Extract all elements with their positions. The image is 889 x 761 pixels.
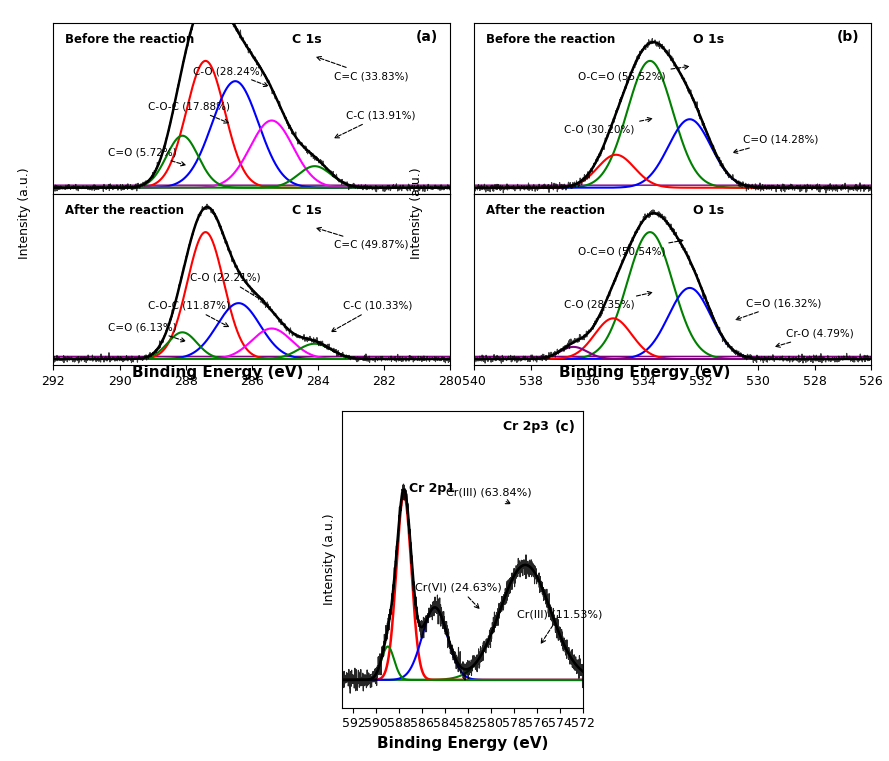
Text: Intensity (a.u.): Intensity (a.u.) — [18, 167, 30, 259]
Y-axis label: Intensity (a.u.): Intensity (a.u.) — [324, 514, 336, 605]
Text: C-O (22.21%): C-O (22.21%) — [190, 272, 265, 302]
Text: C=O (14.28%): C=O (14.28%) — [733, 135, 818, 153]
Text: C-O-C (17.88%): C-O-C (17.88%) — [148, 101, 230, 123]
Text: C=C (49.87%): C=C (49.87%) — [316, 228, 408, 250]
Text: Cr-O (4.79%): Cr-O (4.79%) — [776, 329, 854, 347]
Text: C-C (13.91%): C-C (13.91%) — [335, 110, 416, 138]
Text: After the reaction: After the reaction — [65, 204, 184, 218]
Text: Cr 2p3: Cr 2p3 — [503, 420, 549, 433]
Text: (a): (a) — [416, 30, 438, 43]
Text: Binding Energy (eV): Binding Energy (eV) — [132, 365, 303, 380]
Text: C-C (10.33%): C-C (10.33%) — [332, 301, 412, 332]
Text: C-O (28.24%): C-O (28.24%) — [194, 66, 268, 87]
Text: O 1s: O 1s — [693, 204, 724, 218]
Text: (c): (c) — [555, 420, 575, 434]
Text: C-O-C (11.87%): C-O-C (11.87%) — [148, 301, 230, 326]
Text: Binding Energy (eV): Binding Energy (eV) — [559, 365, 730, 380]
Text: C-O (28.35%): C-O (28.35%) — [564, 291, 652, 310]
Text: After the reaction: After the reaction — [486, 204, 605, 218]
Text: O-C=O (55.52%): O-C=O (55.52%) — [578, 65, 689, 81]
Text: (b): (b) — [837, 30, 860, 43]
Text: Cr(III) (63.84%): Cr(III) (63.84%) — [445, 488, 532, 504]
Text: C=O (5.72%): C=O (5.72%) — [108, 147, 185, 166]
Text: Intensity (a.u.): Intensity (a.u.) — [410, 167, 422, 259]
Text: Cr 2p1: Cr 2p1 — [409, 482, 455, 495]
X-axis label: Binding Energy (eV): Binding Energy (eV) — [377, 736, 548, 751]
Text: C=O (16.32%): C=O (16.32%) — [736, 298, 821, 320]
Text: C=O (6.13%): C=O (6.13%) — [108, 322, 185, 342]
Text: C=C (33.83%): C=C (33.83%) — [316, 56, 408, 81]
Text: Before the reaction: Before the reaction — [65, 33, 195, 46]
Text: C-O (30.20%): C-O (30.20%) — [564, 117, 652, 135]
Text: O-C=O (50.54%): O-C=O (50.54%) — [578, 239, 683, 256]
Text: C 1s: C 1s — [292, 33, 321, 46]
Text: Cr(VI) (24.63%): Cr(VI) (24.63%) — [415, 582, 502, 608]
Text: Cr(III) (11.53%): Cr(III) (11.53%) — [517, 610, 603, 643]
Text: C 1s: C 1s — [292, 204, 321, 218]
Text: Before the reaction: Before the reaction — [486, 33, 615, 46]
Text: O 1s: O 1s — [693, 33, 724, 46]
